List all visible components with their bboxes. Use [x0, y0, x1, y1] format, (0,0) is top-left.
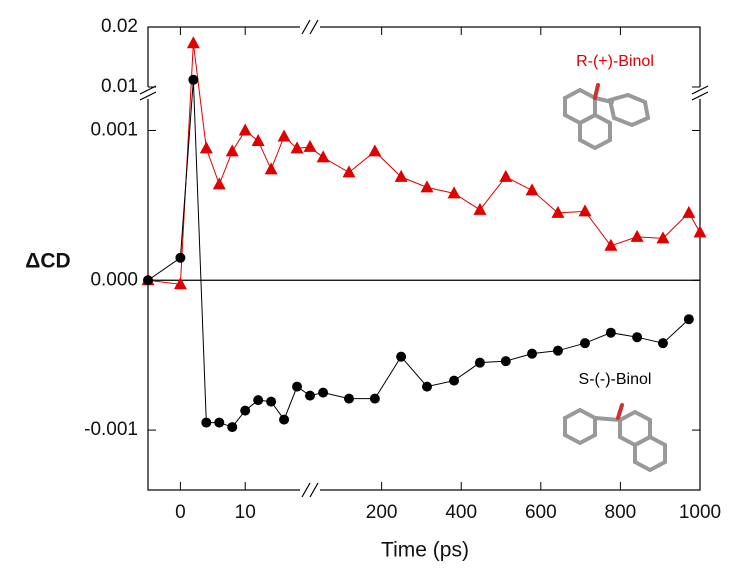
marker	[317, 150, 330, 162]
marker	[631, 230, 644, 242]
marker	[527, 349, 537, 359]
marker	[252, 134, 265, 146]
y-tick-label: 0.01	[101, 76, 138, 97]
marker	[694, 225, 707, 237]
marker	[305, 391, 315, 401]
x-tick-label: 200	[366, 502, 398, 523]
marker	[226, 144, 239, 156]
y-tick-label: -0.001	[84, 419, 138, 440]
marker	[684, 314, 694, 324]
marker	[658, 338, 668, 348]
marker	[656, 231, 669, 243]
marker	[143, 275, 153, 285]
marker	[578, 204, 591, 216]
marker	[227, 422, 237, 432]
marker	[526, 183, 539, 195]
marker	[606, 328, 616, 338]
legend-label: S-(-)-Binol	[579, 371, 652, 388]
axis-break	[140, 20, 708, 497]
x-tick-label: 1000	[679, 502, 721, 523]
marker	[318, 388, 328, 398]
marker	[253, 395, 263, 405]
marker	[266, 397, 276, 407]
marker	[396, 352, 406, 362]
marker	[475, 358, 485, 368]
marker	[632, 332, 642, 342]
marker	[604, 239, 617, 251]
marker	[278, 129, 291, 141]
chart: ΔCD Time (ps) 0 10 200 400 600 800 1000 -0.001 0…	[0, 0, 731, 566]
marker	[344, 394, 354, 404]
y-tick-label: 0.000	[90, 269, 138, 290]
marker	[200, 141, 213, 153]
marker	[501, 356, 511, 366]
marker	[343, 165, 356, 177]
y-tick-label: 0.02	[101, 16, 138, 37]
legend-label: R-(+)-Binol	[576, 53, 654, 70]
marker	[201, 418, 211, 428]
marker	[421, 180, 434, 192]
y-tick-label: 0.001	[90, 119, 138, 140]
marker	[422, 382, 432, 392]
marker	[370, 394, 380, 404]
marker	[187, 36, 200, 48]
marker	[499, 170, 512, 182]
marker	[553, 346, 563, 356]
molecule-icon	[565, 85, 665, 470]
x-tick-label: 800	[605, 502, 637, 523]
marker	[265, 162, 278, 174]
x-tick-label: 10	[235, 502, 256, 523]
marker	[292, 382, 302, 392]
x-tick-label: 600	[525, 502, 557, 523]
series-line	[148, 43, 700, 284]
marker	[580, 338, 590, 348]
marker	[175, 253, 185, 263]
marker	[551, 206, 564, 218]
marker	[214, 418, 224, 428]
x-tick-label: 400	[445, 502, 477, 523]
marker	[213, 177, 226, 189]
x-axis-label: Time (ps)	[381, 539, 469, 562]
marker	[368, 144, 381, 156]
marker	[395, 170, 408, 182]
marker	[239, 123, 252, 135]
marker	[304, 140, 317, 152]
y-axis-label: ΔCD	[25, 250, 70, 273]
marker	[188, 75, 198, 85]
marker	[449, 376, 459, 386]
marker	[279, 415, 289, 425]
marker	[682, 206, 695, 218]
marker	[240, 406, 250, 416]
x-tick-label: 0	[175, 502, 186, 523]
